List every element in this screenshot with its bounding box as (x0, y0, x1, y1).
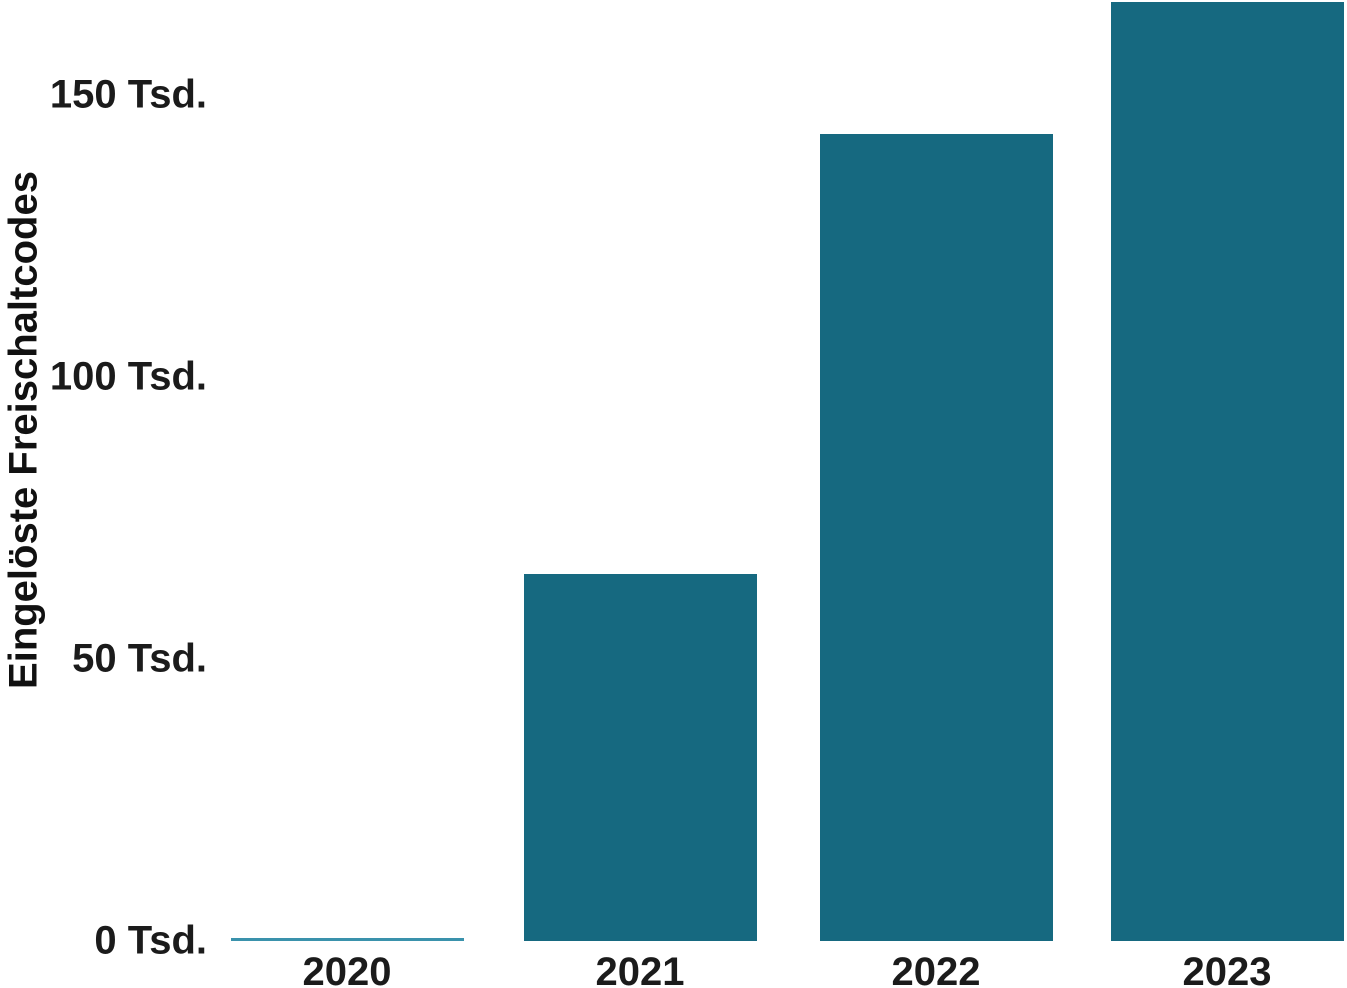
bar-2021[interactable] (523, 574, 757, 941)
y-tick-0: 0 Tsd. (94, 918, 207, 963)
bar-2020[interactable] (230, 938, 464, 941)
x-label-2022: 2022 (891, 950, 981, 988)
x-label-2023: 2023 (1182, 950, 1272, 988)
bar-2022[interactable] (819, 134, 1053, 941)
y-axis-title: Eingelöste Freischaltcodes (1, 171, 46, 689)
y-tick-150: 150 Tsd. (49, 72, 207, 117)
y-tick-50: 50 Tsd. (72, 636, 207, 681)
x-label-2020: 2020 (302, 950, 392, 988)
bar-2023[interactable] (1110, 2, 1344, 941)
x-label-2021: 2021 (595, 950, 685, 988)
y-tick-100: 100 Tsd. (49, 354, 207, 399)
